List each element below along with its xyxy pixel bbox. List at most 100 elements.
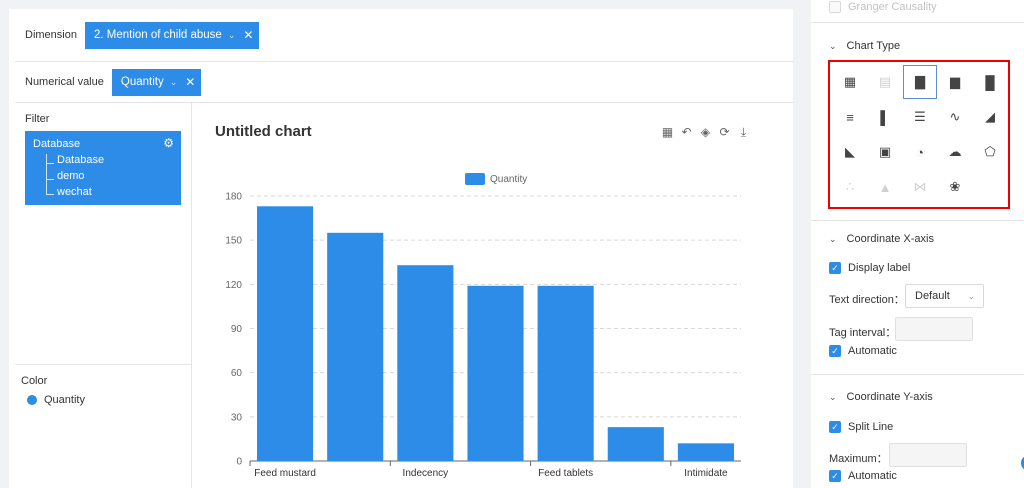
y-tick-label: 120 bbox=[225, 280, 242, 291]
tree-connector bbox=[46, 163, 54, 164]
dimension-chip-label: 2. Mention of child abuse bbox=[93, 29, 222, 41]
numerical-value-chip[interactable]: Quantity ⌄ ✕ bbox=[111, 68, 202, 96]
chart-area: Untitled chart ▦ ↶ ◈ ⟳ ⤓ 0 30 60 90 120 150 18… bbox=[194, 103, 793, 488]
close-icon[interactable]: ✕ bbox=[185, 75, 196, 89]
tree-item-database[interactable]: Database bbox=[57, 154, 105, 166]
x-automatic-text: Automatic bbox=[848, 345, 897, 357]
x-axis-header[interactable]: ⌄ Coordinate X-axis bbox=[829, 233, 934, 245]
divider bbox=[811, 22, 1024, 23]
dimension-row: Dimension 2. Mention of child abuse ⌄ ✕ bbox=[15, 9, 793, 62]
divider bbox=[811, 220, 1024, 221]
x-tick-label: Feed tablets bbox=[538, 468, 593, 479]
refresh-icon[interactable]: ⟳ bbox=[719, 125, 730, 139]
bar[interactable] bbox=[677, 443, 734, 461]
color-swatch bbox=[27, 395, 37, 405]
check-icon[interactable]: ✓ bbox=[829, 470, 841, 482]
maximum-label: Maximum： bbox=[829, 453, 888, 465]
granger-label: Granger Causality bbox=[848, 1, 937, 13]
color-item-label: Quantity bbox=[44, 394, 85, 406]
stacked-bar-icon[interactable]: ▆ bbox=[950, 74, 960, 89]
y-automatic-option[interactable]: ✓ Automatic bbox=[829, 470, 897, 482]
chevron-down-icon: ⌄ bbox=[829, 391, 837, 402]
picture-chart-icon[interactable]: ▣ bbox=[878, 144, 892, 159]
chart-editor-panel: Dimension 2. Mention of child abuse ⌄ ✕ … bbox=[9, 9, 793, 488]
color-title: Color bbox=[21, 375, 48, 387]
bar[interactable] bbox=[607, 427, 664, 461]
bar[interactable] bbox=[257, 206, 314, 461]
pie-chart-icon[interactable]: ◔ bbox=[916, 144, 924, 160]
line-area-icon[interactable]: ◣ bbox=[845, 144, 855, 159]
text-direction-label: Text direction： bbox=[829, 294, 905, 306]
chevron-down-icon: ⌄ bbox=[967, 290, 975, 301]
filter-title: Filter bbox=[25, 113, 50, 125]
bar-chart: 0 30 60 90 120 150 180 Feed mustard Indecency Fee… bbox=[225, 173, 741, 479]
chevron-down-icon[interactable]: ⌄ bbox=[227, 29, 236, 40]
tree-item-demo[interactable]: demo bbox=[57, 170, 85, 182]
scatter-icon: ∴ bbox=[845, 179, 855, 194]
divider bbox=[811, 374, 1024, 375]
settings-panel: Granger Causality ⌄ Chart Type ▦ ▤ ▇ ▆ █ ≡ ▌ ☰ ∿… bbox=[811, 0, 1024, 488]
cloud-icon[interactable]: ☁ bbox=[948, 144, 962, 159]
chart-type-header[interactable]: ⌄ Chart Type bbox=[829, 40, 900, 52]
granger-causality-option: Granger Causality bbox=[829, 1, 937, 13]
undo-zoom-icon[interactable]: ↶ bbox=[681, 125, 692, 139]
text-direction-select[interactable]: Default ⌄ bbox=[905, 284, 984, 308]
horizontal-stacked-bar-icon[interactable]: ▌ bbox=[880, 109, 890, 125]
split-line-text: Split Line bbox=[848, 421, 894, 433]
y-tick-label: 30 bbox=[231, 412, 243, 423]
chevron-down-icon[interactable]: ⌄ bbox=[169, 76, 178, 87]
chart-type-grid: ▦ ▤ ▇ ▆ █ ≡ ▌ ☰ ∿ ◢ ◣ ▣ ◔ ☁ ⬠ ∴ ▲ ⋈ ❀ bbox=[828, 60, 1010, 209]
granger-checkbox bbox=[829, 1, 841, 13]
table-icon[interactable]: ▦ bbox=[843, 74, 857, 89]
download-icon[interactable]: ⤓ bbox=[740, 125, 747, 139]
map-icon[interactable]: ❀ bbox=[949, 179, 961, 194]
check-icon[interactable]: ✓ bbox=[829, 345, 841, 357]
horizontal-bar-icon[interactable]: ≡ bbox=[846, 109, 854, 125]
area-chart-icon[interactable]: ◢ bbox=[985, 109, 995, 124]
text-direction-value: Default bbox=[915, 290, 950, 302]
line-chart-icon[interactable]: ∿ bbox=[949, 109, 961, 124]
column-group-icon[interactable]: █ bbox=[985, 74, 995, 90]
crop-icon[interactable]: ▦ bbox=[661, 125, 674, 139]
chevron-down-icon: ⌄ bbox=[829, 40, 837, 51]
tag-interval-input[interactable] bbox=[895, 317, 973, 341]
split-line-option[interactable]: ✓ Split Line bbox=[829, 421, 893, 433]
bar[interactable] bbox=[467, 285, 524, 461]
x-automatic-option[interactable]: ✓ Automatic bbox=[829, 345, 897, 357]
radar-icon[interactable]: ⬠ bbox=[984, 144, 996, 159]
display-label-option[interactable]: ✓ Display label bbox=[829, 262, 910, 274]
y-tick-label: 90 bbox=[231, 324, 243, 335]
bar[interactable] bbox=[397, 265, 454, 461]
bar[interactable] bbox=[537, 285, 594, 461]
color-legend-item[interactable]: Quantity bbox=[27, 394, 85, 406]
y-axis-title: Coordinate Y-axis bbox=[846, 391, 933, 403]
horizontal-list-bar-icon[interactable]: ☰ bbox=[914, 109, 926, 124]
filter-panel: Filter Database ⚙ Database demo wechat bbox=[15, 103, 192, 367]
data-view-icon[interactable]: ◈ bbox=[700, 125, 711, 139]
y-axis-header[interactable]: ⌄ Coordinate Y-axis bbox=[829, 391, 933, 403]
gear-icon[interactable]: ⚙ bbox=[163, 136, 174, 150]
chart-title[interactable]: Untitled chart bbox=[215, 123, 312, 140]
dimension-label: Dimension bbox=[25, 29, 77, 41]
bar[interactable] bbox=[327, 232, 384, 461]
x-tick-label: Feed mustard bbox=[254, 468, 316, 479]
tree-connector bbox=[46, 179, 54, 180]
tree-item-wechat[interactable]: wechat bbox=[57, 186, 92, 198]
y-tick-label: 0 bbox=[236, 457, 242, 468]
tree-root-item[interactable]: Database bbox=[33, 138, 81, 150]
close-icon[interactable]: ✕ bbox=[243, 28, 254, 42]
bar-chart-icon[interactable]: ▇ bbox=[903, 65, 937, 99]
chart-type-title: Chart Type bbox=[846, 40, 901, 52]
floating-help-button[interactable] bbox=[1021, 455, 1024, 471]
numerical-chip-label: Quantity bbox=[120, 76, 164, 88]
x-tick-label: Indecency bbox=[403, 468, 449, 479]
dimension-chip[interactable]: 2. Mention of child abuse ⌄ ✕ bbox=[84, 21, 260, 49]
chart-toolbox: ▦ ↶ ◈ ⟳ ⤓ bbox=[661, 125, 750, 140]
numerical-value-row: Numerical value Quantity ⌄ ✕ bbox=[15, 62, 793, 103]
database-tree[interactable]: Database ⚙ Database demo wechat bbox=[25, 131, 181, 205]
maximum-input[interactable] bbox=[889, 443, 967, 467]
check-icon[interactable]: ✓ bbox=[829, 421, 841, 433]
legend-label: Quantity bbox=[490, 174, 527, 185]
check-icon[interactable]: ✓ bbox=[829, 262, 841, 274]
tree-connector bbox=[46, 194, 54, 195]
